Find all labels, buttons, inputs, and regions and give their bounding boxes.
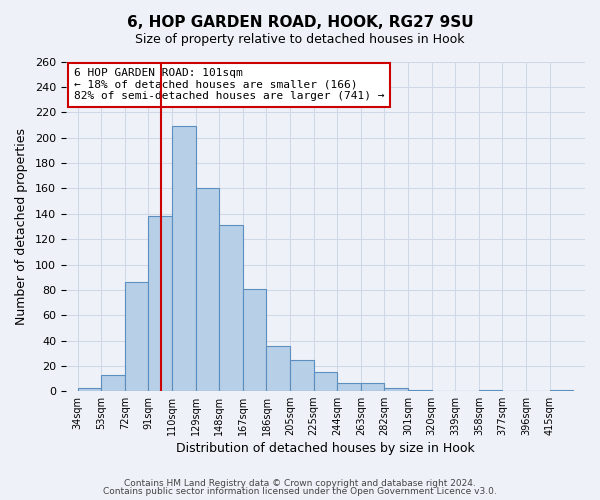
- Bar: [361, 382, 385, 392]
- Bar: [408, 390, 431, 392]
- Bar: [219, 225, 243, 392]
- Bar: [148, 216, 172, 392]
- Y-axis label: Number of detached properties: Number of detached properties: [15, 128, 28, 325]
- Bar: [550, 390, 573, 392]
- Text: 6 HOP GARDEN ROAD: 101sqm
← 18% of detached houses are smaller (166)
82% of semi: 6 HOP GARDEN ROAD: 101sqm ← 18% of detac…: [74, 68, 384, 102]
- X-axis label: Distribution of detached houses by size in Hook: Distribution of detached houses by size …: [176, 442, 475, 455]
- Bar: [337, 382, 361, 392]
- Text: 6, HOP GARDEN ROAD, HOOK, RG27 9SU: 6, HOP GARDEN ROAD, HOOK, RG27 9SU: [127, 15, 473, 30]
- Text: Contains public sector information licensed under the Open Government Licence v3: Contains public sector information licen…: [103, 487, 497, 496]
- Bar: [479, 390, 502, 392]
- Text: Size of property relative to detached houses in Hook: Size of property relative to detached ho…: [135, 32, 465, 46]
- Bar: [78, 388, 101, 392]
- Bar: [243, 288, 266, 392]
- Bar: [385, 388, 408, 392]
- Bar: [101, 375, 125, 392]
- Text: Contains HM Land Registry data © Crown copyright and database right 2024.: Contains HM Land Registry data © Crown c…: [124, 478, 476, 488]
- Bar: [314, 372, 337, 392]
- Bar: [196, 188, 219, 392]
- Bar: [125, 282, 148, 392]
- Bar: [290, 360, 314, 392]
- Bar: [266, 346, 290, 392]
- Bar: [172, 126, 196, 392]
